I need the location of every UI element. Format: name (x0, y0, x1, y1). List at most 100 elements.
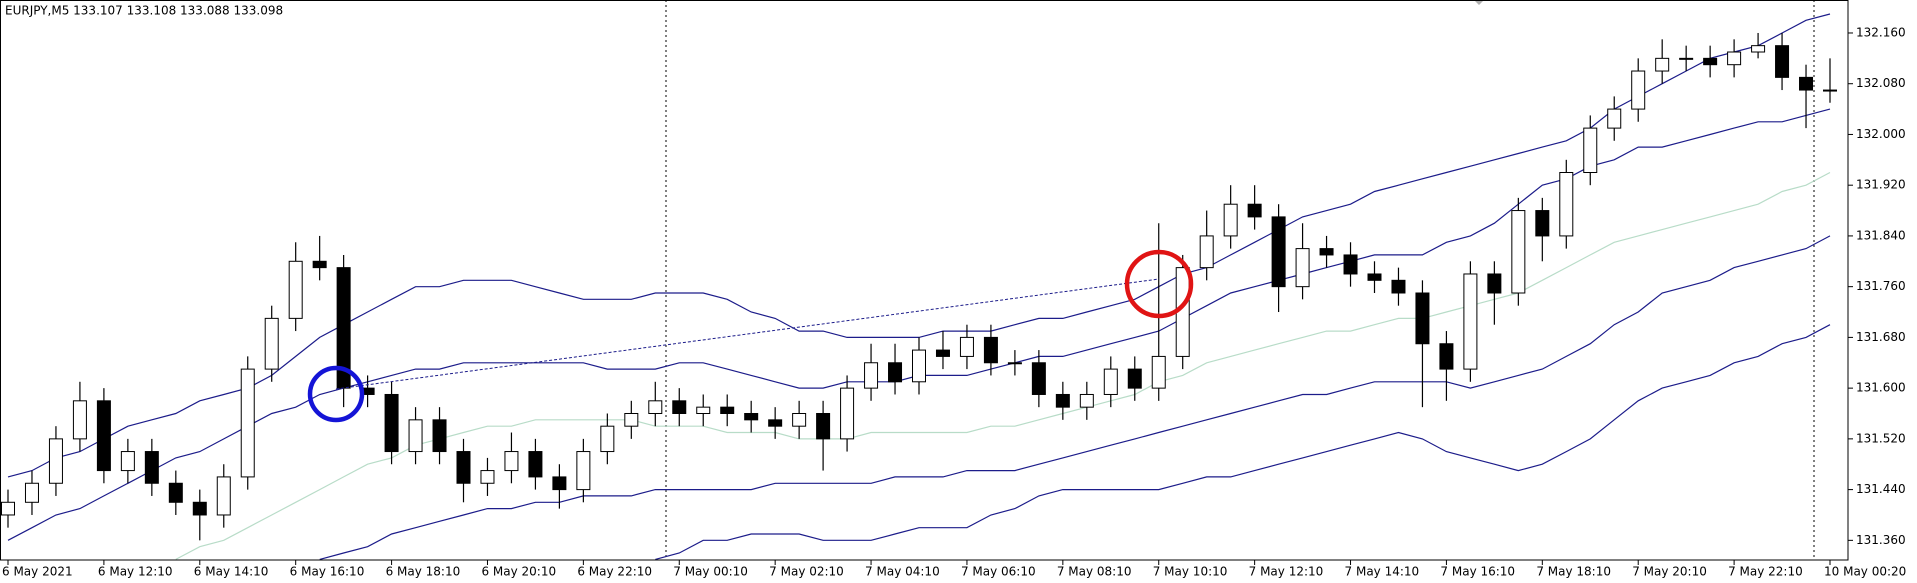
x-tick-label: 7 May 04:10 (865, 565, 940, 579)
candle-body (312, 260, 327, 269)
y-tick-label: 131.680 (1856, 330, 1906, 344)
candle-body (192, 501, 207, 516)
candle-body (528, 451, 543, 478)
candle-body (1319, 248, 1334, 256)
x-tick-label: 7 May 18:10 (1536, 565, 1611, 579)
candle-body (72, 400, 87, 440)
candle-body (1799, 76, 1814, 91)
candle-body (959, 336, 974, 357)
candle-body (1487, 273, 1502, 294)
candle-body (1367, 273, 1382, 281)
candle-body (1631, 70, 1646, 110)
candle-body (1775, 45, 1790, 78)
plot-frame (0, 0, 1849, 561)
candle-body (144, 451, 159, 484)
candle-body (96, 400, 111, 472)
candle-body (1295, 248, 1310, 288)
candle-body (1055, 393, 1070, 408)
y-tick-label: 131.520 (1856, 431, 1906, 445)
candle-body (624, 412, 639, 427)
candle-body (24, 482, 39, 503)
candle-body (1583, 127, 1598, 174)
y-tick-label: 131.920 (1856, 178, 1906, 192)
candle-body (216, 476, 231, 516)
indicator-line (655, 324, 1831, 560)
candle-body (456, 451, 471, 484)
candle-body (1247, 203, 1262, 218)
indicator-line (319, 235, 1831, 560)
y-tick-label: 132.000 (1856, 127, 1906, 141)
candle-body (1463, 273, 1478, 370)
candle-body (1751, 45, 1766, 53)
y-tick-label: 132.160 (1856, 25, 1906, 39)
candle-body (672, 400, 687, 414)
candle-body (1343, 254, 1358, 275)
candle-body (1103, 368, 1118, 395)
y-tick-label: 131.360 (1856, 533, 1906, 547)
x-tick-label: 6 May 18:10 (386, 565, 461, 579)
candle-body (1199, 235, 1214, 269)
indicator-line (175, 171, 1831, 560)
candle-body (1823, 89, 1837, 92)
candle-body (1655, 57, 1670, 72)
candle-body (168, 482, 183, 503)
candle-body (120, 451, 135, 472)
y-tick-label: 131.840 (1856, 228, 1906, 242)
x-tick-label: 6 May 22:10 (577, 565, 652, 579)
candle-body (1727, 51, 1742, 66)
symbol-header: EURJPY,M5 133.107 133.108 133.088 133.09… (5, 4, 283, 18)
x-tick-label: 6 May 2021 (2, 565, 73, 579)
blue-circle-annotation (307, 365, 365, 423)
x-tick-label: 10 May 00:20 (1824, 565, 1906, 579)
candle-body (552, 476, 567, 491)
candle-body (696, 406, 711, 414)
trend-line[interactable] (335, 278, 1160, 390)
candle-body (1223, 203, 1238, 237)
candle-body (768, 419, 783, 427)
candle-body (384, 393, 399, 453)
candle-body (840, 387, 855, 440)
candle-body (1607, 108, 1622, 129)
candle-body (983, 336, 998, 364)
y-tick-label: 131.760 (1856, 279, 1906, 293)
candle-body (1, 501, 15, 516)
candle-body (1535, 210, 1550, 237)
candle-body (1511, 210, 1526, 294)
candle-body (1127, 368, 1142, 389)
candle-body (1415, 292, 1430, 345)
candle-body (720, 406, 735, 414)
candle-body (1007, 362, 1022, 365)
candle-body (1079, 393, 1094, 408)
y-tick-label: 131.600 (1856, 381, 1906, 395)
candle-body (480, 470, 495, 484)
x-tick-label: 6 May 16:10 (290, 565, 365, 579)
candle-body (1271, 216, 1286, 288)
x-tick-label: 6 May 14:10 (194, 565, 269, 579)
red-circle-annotation (1124, 249, 1194, 319)
x-tick-label: 7 May 06:10 (961, 565, 1036, 579)
candle-body (935, 349, 950, 357)
candle-body (912, 349, 926, 383)
x-tick-label: 6 May 20:10 (481, 565, 556, 579)
candle-body (888, 362, 903, 383)
candle-body (240, 368, 255, 478)
candle-body (432, 419, 447, 453)
candle-body (816, 412, 831, 440)
candle-body (864, 362, 879, 389)
x-tick-label: 7 May 00:10 (673, 565, 748, 579)
candle-body (744, 412, 759, 421)
candle-body (648, 400, 663, 414)
x-tick-label: 7 May 10:10 (1153, 565, 1228, 579)
shift-marker (1474, 0, 1484, 5)
candle-body (576, 451, 591, 491)
plot-area (1, 0, 1837, 560)
candle-body (48, 438, 63, 484)
candle-body (792, 412, 807, 427)
candle-body (1559, 172, 1574, 237)
x-tick-label: 7 May 12:10 (1249, 565, 1324, 579)
candle-body (1703, 57, 1718, 66)
x-tick-label: 6 May 12:10 (98, 565, 173, 579)
